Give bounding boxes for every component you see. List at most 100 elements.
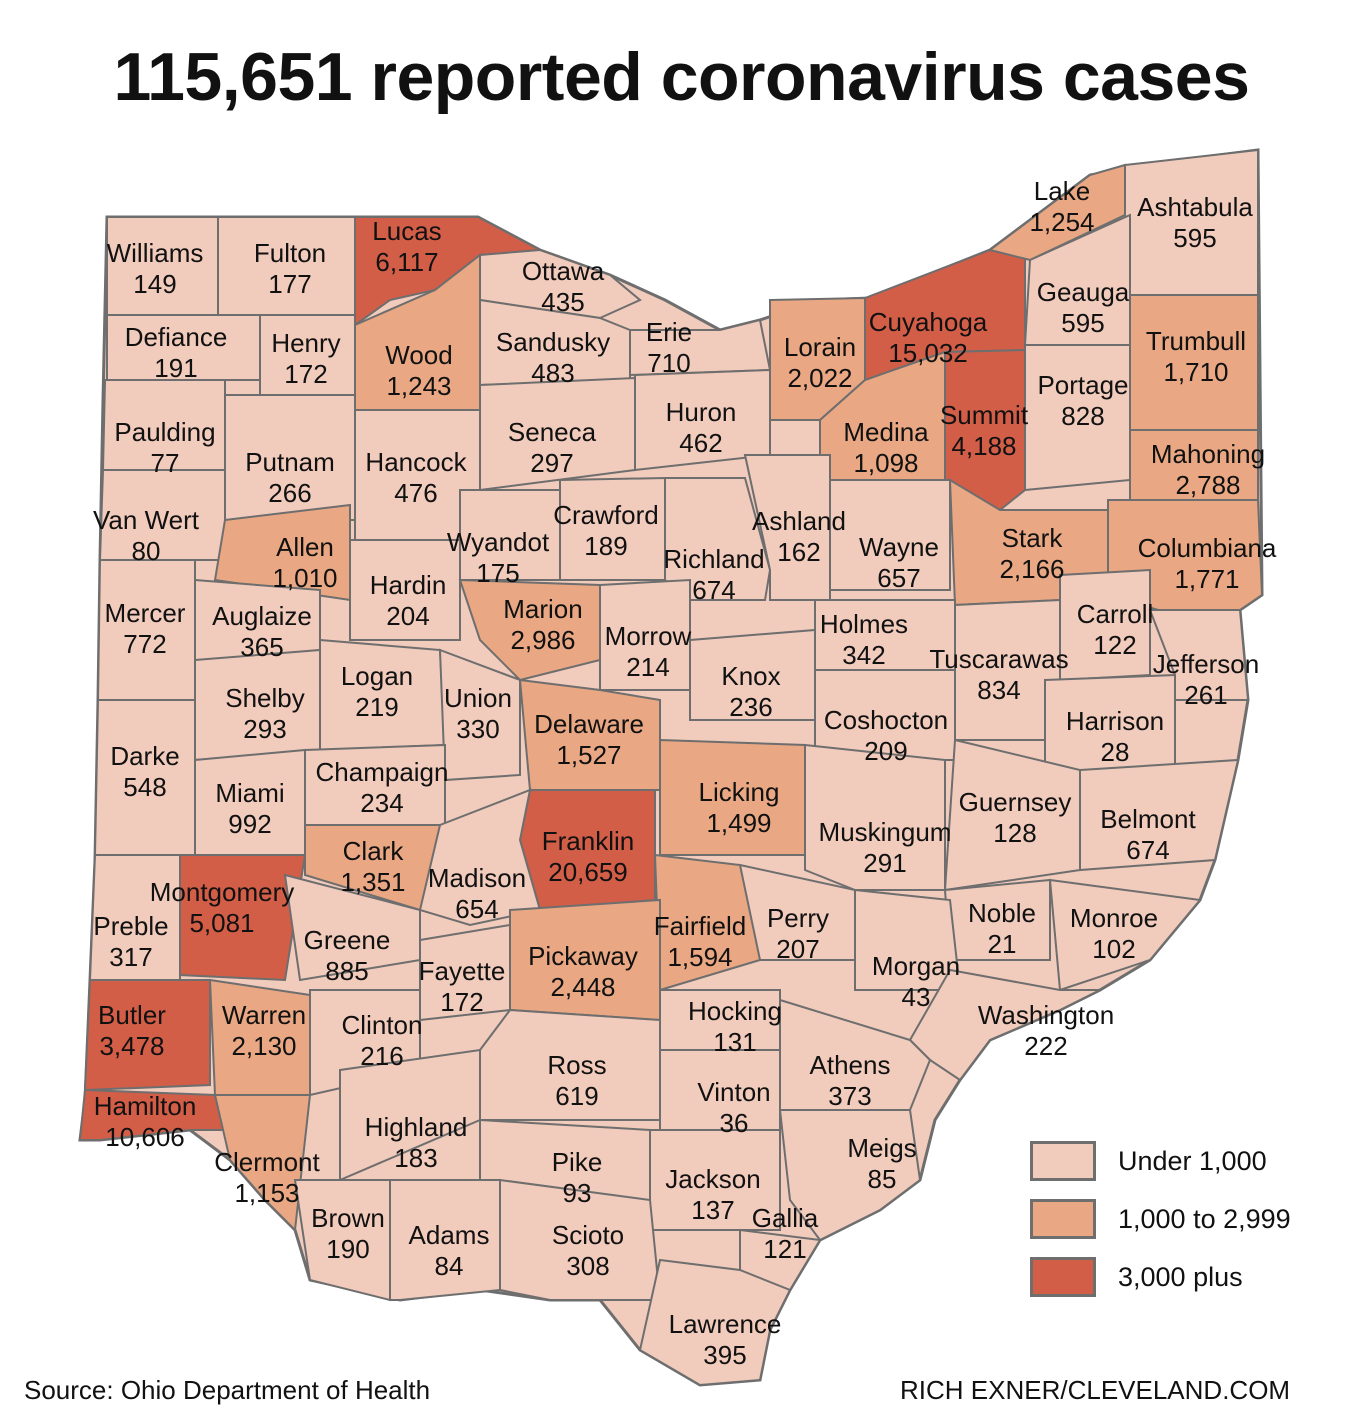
legend-label-mid: 1,000 to 2,999 <box>1118 1203 1291 1234</box>
county-name-ashtabula: Ashtabula <box>1137 192 1253 222</box>
county-region-jackson <box>649 1129 781 1231</box>
county-value-allen: 1,010 <box>272 563 337 593</box>
county-value-fulton: 177 <box>268 269 311 299</box>
county-name-licking: Licking <box>699 777 780 807</box>
county-region-jefferson <box>1148 609 1250 701</box>
county-name-ottawa: Ottawa <box>522 256 605 286</box>
county-name-butler: Butler <box>98 1000 166 1030</box>
county-region-marion <box>458 578 601 682</box>
county-value-seneca: 297 <box>530 448 573 478</box>
county-name-seneca: Seneca <box>508 417 597 447</box>
county-name-brown: Brown <box>311 1203 385 1233</box>
county-region-hardin <box>349 539 461 641</box>
county-name-pike: Pike <box>552 1147 603 1177</box>
county-name-carroll: Carroll <box>1077 599 1154 629</box>
county-name-portage: Portage <box>1037 370 1128 400</box>
county-value-clermont: 1,153 <box>234 1178 299 1208</box>
county-name-huron: Huron <box>666 397 737 427</box>
legend-swatch-mid <box>1030 1199 1096 1239</box>
county-name-miami: Miami <box>215 778 284 808</box>
county-name-logan: Logan <box>341 661 413 691</box>
county-region-richland <box>664 477 772 601</box>
county-value-wyandot: 175 <box>476 558 519 588</box>
county-name-trumbull: Trumbull <box>1146 326 1246 356</box>
county-name-morrow: Morrow <box>605 621 692 651</box>
county-name-ashland: Ashland <box>752 506 846 536</box>
county-value-mercer: 772 <box>123 629 166 659</box>
county-name-noble: Noble <box>968 898 1036 928</box>
county-value-stark: 2,166 <box>999 554 1064 584</box>
county-value-jackson: 137 <box>691 1195 734 1225</box>
county-value-geauga: 595 <box>1061 308 1104 338</box>
county-value-paulding: 77 <box>151 448 180 478</box>
county-name-stark: Stark <box>1002 523 1064 553</box>
county-name-putnam: Putnam <box>245 447 335 477</box>
county-value-richland: 674 <box>692 575 735 605</box>
county-name-franklin: Franklin <box>542 826 634 856</box>
county-name-cuyahoga: Cuyahoga <box>869 307 988 337</box>
county-value-van-wert: 80 <box>132 536 161 566</box>
county-value-warren: 2,130 <box>231 1031 296 1061</box>
county-value-harrison: 28 <box>1101 737 1130 767</box>
county-value-crawford: 189 <box>584 531 627 561</box>
county-name-monroe: Monroe <box>1070 903 1158 933</box>
county-name-lorain: Lorain <box>784 332 856 362</box>
county-value-licking: 1,499 <box>706 808 771 838</box>
county-value-gallia: 121 <box>763 1234 806 1264</box>
county-value-carroll: 122 <box>1093 630 1136 660</box>
county-name-marion: Marion <box>503 594 582 624</box>
county-value-fayette: 172 <box>440 987 483 1017</box>
legend-row-high: 3,000 plus <box>1030 1248 1291 1306</box>
county-name-perry: Perry <box>767 903 829 933</box>
county-name-defiance: Defiance <box>125 322 228 352</box>
county-region-wayne <box>829 479 951 591</box>
county-value-washington: 222 <box>1024 1031 1067 1061</box>
county-name-guernsey: Guernsey <box>959 787 1072 817</box>
county-value-perry: 207 <box>776 934 819 964</box>
county-name-montgomery: Montgomery <box>150 877 295 907</box>
county-value-highland: 183 <box>394 1143 437 1173</box>
county-value-wayne: 657 <box>877 563 920 593</box>
county-name-lucas: Lucas <box>372 216 441 246</box>
county-value-knox: 236 <box>729 692 772 722</box>
legend-label-high: 3,000 plus <box>1118 1261 1243 1292</box>
county-name-highland: Highland <box>365 1112 468 1142</box>
county-name-morgan: Morgan <box>872 951 960 981</box>
county-value-adams: 84 <box>435 1251 464 1281</box>
county-value-marion: 2,986 <box>510 625 575 655</box>
county-value-tuscarawas: 834 <box>977 675 1020 705</box>
county-value-morrow: 214 <box>626 652 669 682</box>
county-value-montgomery: 5,081 <box>189 908 254 938</box>
county-value-auglaize: 365 <box>240 632 283 662</box>
county-value-belmont: 674 <box>1126 835 1169 865</box>
county-value-henry: 172 <box>284 359 327 389</box>
credit-note: RICH EXNER/CLEVELAND.COM <box>900 1375 1291 1405</box>
legend-label-low: Under 1,000 <box>1118 1145 1267 1176</box>
county-name-gallia: Gallia <box>752 1203 819 1233</box>
county-name-preble: Preble <box>93 911 168 941</box>
county-value-mahoning: 2,788 <box>1175 470 1240 500</box>
county-name-fayette: Fayette <box>419 956 506 986</box>
county-name-medina: Medina <box>843 417 929 447</box>
county-region-monroe <box>1048 878 1202 992</box>
county-value-madison: 654 <box>455 894 498 924</box>
county-value-meigs: 85 <box>868 1164 897 1194</box>
county-name-allen: Allen <box>276 532 334 562</box>
county-value-williams: 149 <box>133 269 176 299</box>
county-value-noble: 21 <box>988 929 1017 959</box>
county-name-tuscarawas: Tuscarawas <box>929 644 1068 674</box>
county-name-vinton: Vinton <box>697 1077 770 1107</box>
county-value-ottawa: 435 <box>541 287 584 317</box>
county-name-coshocton: Coshocton <box>824 705 948 735</box>
county-value-vinton: 36 <box>720 1108 749 1138</box>
county-value-clinton: 216 <box>360 1041 403 1071</box>
county-name-lawrence: Lawrence <box>669 1309 782 1339</box>
county-value-morgan: 43 <box>902 982 931 1012</box>
legend-row-mid: 1,000 to 2,999 <box>1030 1190 1291 1248</box>
county-value-shelby: 293 <box>243 714 286 744</box>
county-name-fulton: Fulton <box>254 238 326 268</box>
county-value-defiance: 191 <box>154 353 197 383</box>
county-value-erie: 710 <box>647 348 690 378</box>
county-name-delaware: Delaware <box>534 709 644 739</box>
